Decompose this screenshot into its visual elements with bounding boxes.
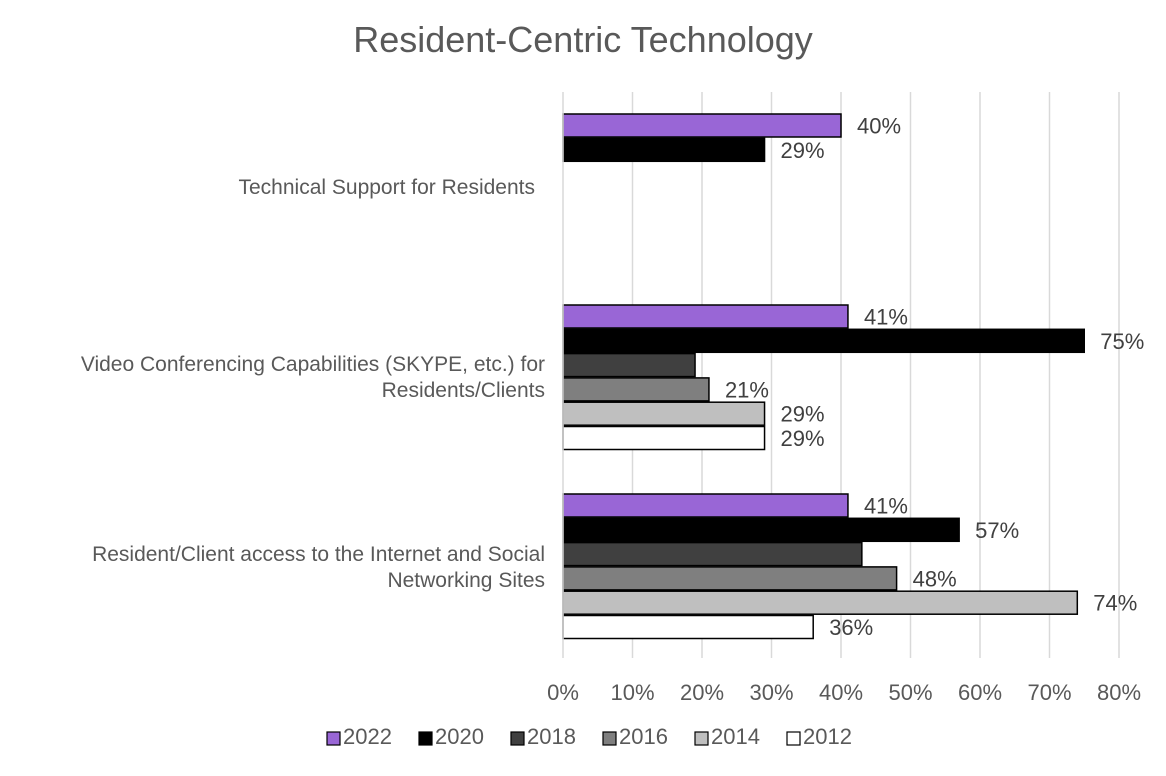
data-label: 41%	[864, 494, 908, 519]
x-tick-label: 60%	[958, 680, 1002, 705]
x-tick-label: 30%	[749, 680, 793, 705]
bar-2020-cat2	[562, 517, 960, 543]
data-labels: 40%29%41%75%21%29%29%41%57%48%74%36%	[725, 114, 1144, 641]
x-tick-label: 40%	[819, 680, 863, 705]
x-tick-label: 70%	[1027, 680, 1071, 705]
bar-2022-cat1	[562, 304, 849, 329]
data-label: 29%	[781, 402, 825, 427]
legend-swatch-2020	[418, 731, 433, 746]
data-label: 40%	[857, 114, 901, 139]
bar-2014-cat2	[562, 590, 1079, 615]
data-label: 41%	[864, 305, 908, 330]
data-label: 48%	[913, 566, 957, 591]
bar-2018-cat2	[562, 541, 863, 567]
axes: 0% 10% 20% 30% 40% 50% 60% 70% 80%	[547, 92, 1141, 705]
legend-label: 2012	[803, 724, 852, 749]
data-label: 57%	[975, 518, 1019, 543]
bar-2014-cat1	[562, 401, 766, 426]
bar-2012-cat2	[562, 614, 814, 640]
data-label: 75%	[1100, 329, 1144, 354]
bar-2016-cat2	[562, 566, 898, 591]
legend-label: 2014	[711, 724, 760, 749]
category-label: Resident/Client access to the Internet a…	[92, 543, 545, 592]
x-tick-label: 20%	[680, 680, 724, 705]
x-tick-label: 50%	[888, 680, 932, 705]
bar-2016-cat1	[562, 377, 710, 402]
legend-swatch-2018	[510, 731, 525, 746]
legend-label: 2018	[527, 724, 576, 749]
legend-label: 2016	[619, 724, 668, 749]
data-label: 21%	[725, 377, 769, 402]
x-tick-label: 10%	[610, 680, 654, 705]
chart-title: Resident-Centric Technology	[353, 19, 813, 60]
gridlines	[631, 92, 1120, 658]
bar-2022-cat2	[562, 493, 849, 518]
data-label: 29%	[781, 426, 825, 451]
legend-label: 2022	[343, 724, 392, 749]
bar-2020-cat1	[562, 328, 1085, 354]
category-label: Technical Support for Residents	[239, 176, 536, 199]
x-tick-label: 80%	[1097, 680, 1141, 705]
bars	[562, 113, 1085, 640]
legend-swatch-2022	[326, 731, 341, 746]
bar-2018-cat1	[562, 352, 696, 378]
x-tick-label: 0%	[547, 680, 579, 705]
legend-swatch-2016	[602, 731, 617, 746]
bar-2020-cat0	[562, 137, 766, 163]
category-labels: Technical Support for Residents Video Con…	[81, 176, 545, 592]
category-label: Video Conferencing Capabilities (SKYPE, …	[81, 353, 545, 402]
bar-2022-cat0	[562, 113, 842, 138]
bar-2012-cat1	[562, 425, 766, 451]
data-label: 36%	[829, 615, 873, 640]
legend: 2022 2020 2018 2016 2014 2012	[326, 724, 852, 749]
legend-swatch-2014	[694, 731, 709, 746]
legend-label: 2020	[435, 724, 484, 749]
data-label: 29%	[781, 138, 825, 163]
data-label: 74%	[1093, 591, 1137, 616]
legend-swatch-2012	[786, 731, 801, 746]
